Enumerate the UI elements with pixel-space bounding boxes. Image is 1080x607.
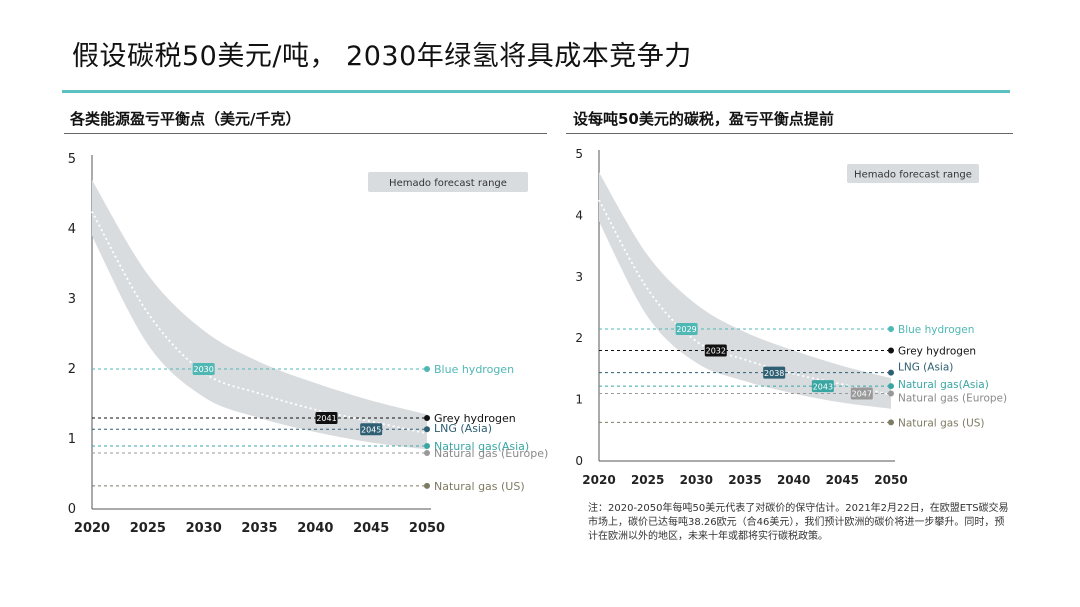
right-ref-label: Natural gas (Europe): [898, 392, 1007, 404]
right-chart-title: 设每吨50美元的碳税，盈亏平衡点提前: [573, 110, 834, 128]
right-crossing-badge: [704, 344, 727, 357]
left-y-tick-label: 4: [68, 222, 76, 237]
right-x-tick-label: 2040: [777, 473, 810, 487]
right-ref-label: LNG (Asia): [898, 362, 953, 374]
left-x-tick-label: 2020: [74, 521, 110, 536]
right-y-tick-label: 1: [575, 393, 583, 407]
right-crossing-label: 2043: [813, 382, 833, 391]
left-ref-label: Natural gas(Asia): [434, 440, 529, 453]
left-forecast-band: [92, 180, 427, 450]
left-ref-dot: [424, 443, 430, 449]
footnote: 注：2020-2050年每吨50美元代表了对碳价的保守估计。2021年2月22日…: [588, 503, 1009, 542]
right-y-tick-label: 3: [575, 270, 583, 284]
right-ref-label: Grey hydrogen: [898, 345, 976, 357]
left-x-tick-label: 2025: [130, 521, 166, 536]
left-ref-label: Grey hydrogen: [434, 412, 516, 425]
left-x-tick-label: 2045: [353, 521, 389, 536]
right-chart-title-rule: [566, 133, 1013, 134]
right-y-tick-label: 2: [575, 331, 583, 345]
right-crossing-badge: [675, 322, 698, 335]
left-x-tick-label: 2035: [241, 521, 277, 536]
right-ref-dot: [888, 390, 894, 397]
left-y-tick-label: 1: [68, 432, 76, 447]
right-crossing-badge: [763, 366, 786, 379]
left-x-tick-label: 2040: [297, 521, 333, 536]
left-crossing-label: 2041: [316, 414, 336, 423]
right-x-tick-label: 2025: [631, 473, 664, 487]
left-crossing-badge: [192, 363, 215, 375]
right-ref-dot: [888, 383, 894, 390]
left-forecast-line: [91, 211, 428, 435]
left-ref-label: Natural gas (Europe): [434, 447, 548, 460]
left-ref-label: Blue hydrogen: [434, 363, 514, 376]
left-ref-dot: [424, 450, 430, 456]
left-x-tick-label: 2030: [186, 521, 222, 536]
right-crossing-label: 2047: [852, 390, 872, 399]
right-crossing-badge: [850, 387, 873, 400]
left-crossing-badge: [315, 412, 338, 424]
right-ref-dot: [888, 369, 894, 376]
right-y-tick-label: 4: [575, 208, 583, 222]
left-crossing-label: 2030: [193, 365, 213, 374]
right-legend-label: Hemado forecast range: [854, 170, 972, 181]
right-x-tick-label: 2030: [680, 473, 713, 487]
title-divider: [62, 90, 1010, 93]
right-x-tick-label: 2050: [874, 473, 907, 487]
left-chart-title-rule: [64, 133, 547, 134]
right-forecast-band: [599, 172, 891, 409]
left-x-tick-label: 2050: [409, 521, 445, 536]
left-ref-dot: [424, 482, 430, 489]
right-ref-label: Blue hydrogen: [898, 324, 974, 336]
right-ref-dot: [888, 419, 894, 426]
right-x-tick-label: 2045: [826, 473, 859, 487]
slide-title: 假设碳税50美元/吨， 2030年绿氢将具成本竞争力: [72, 41, 692, 72]
right-crossing-label: 2032: [706, 347, 726, 356]
right-ref-label: Natural gas (US): [898, 417, 985, 429]
left-ref-dot: [424, 415, 430, 421]
right-y-tick-label: 5: [575, 147, 583, 161]
left-y-tick-label: 2: [68, 362, 76, 377]
right-ref-dot: [888, 325, 894, 332]
right-y-tick-label: 0: [575, 454, 583, 468]
right-forecast-line: [598, 199, 892, 396]
right-crossing-label: 2029: [676, 325, 696, 334]
left-crossing-badge: [360, 423, 383, 436]
left-ref-dot: [424, 366, 430, 372]
left-y-tick-label: 5: [68, 152, 76, 167]
right-ref-label: Natural gas(Asia): [898, 379, 989, 391]
right-crossing-label: 2038: [764, 369, 784, 378]
right-x-tick-label: 2035: [728, 473, 761, 487]
left-legend-label: Hemado forecast range: [389, 178, 507, 189]
right-ref-dot: [888, 347, 894, 354]
left-ref-label: LNG (Asia): [434, 422, 492, 435]
right-crossing-badge: [811, 380, 834, 393]
left-ref-label: Natural gas (US): [434, 480, 525, 493]
left-crossing-label: 2045: [361, 425, 381, 434]
left-legend-box: [368, 172, 528, 192]
right-legend-box: [847, 164, 979, 183]
left-y-tick-label: 3: [68, 292, 76, 307]
left-ref-dot: [424, 426, 430, 433]
left-chart-title: 各类能源盈亏平衡点（美元/千克）: [70, 110, 301, 128]
right-x-tick-label: 2020: [582, 473, 615, 487]
left-y-tick-label: 0: [68, 502, 76, 517]
